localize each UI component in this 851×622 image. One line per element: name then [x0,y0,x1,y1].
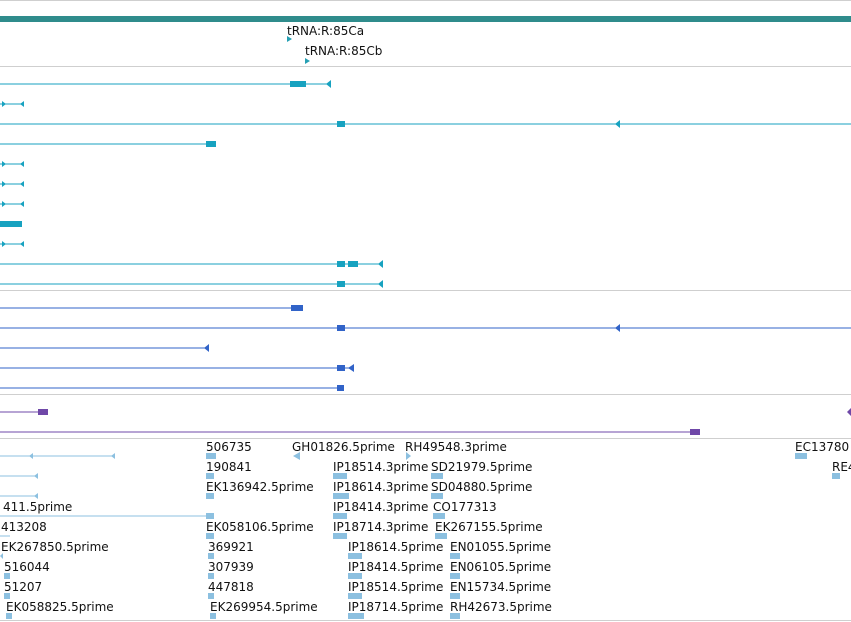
est-label[interactable]: 307939 [208,560,254,574]
est-label[interactable]: EK136942.5prime [206,480,314,494]
est-label[interactable]: 411.5prime [3,500,73,514]
est-label[interactable]: CO177313 [433,500,497,514]
est-label[interactable]: 506735 [206,440,252,454]
track-divider-1 [0,66,851,67]
est-label[interactable]: EN15734.5prime [450,580,552,594]
est-label[interactable]: IP18514.3prime [333,460,429,474]
est-label[interactable]: EK058825.5prime [6,600,114,614]
est-label[interactable]: EK267155.5prime [435,520,543,534]
est-label[interactable]: 190841 [206,460,252,474]
trna-label-1[interactable]: tRNA:R:85Ca [287,24,365,38]
trna-arrow-2 [305,58,310,64]
est-label[interactable]: 369921 [208,540,254,554]
est-glyphs [0,452,840,619]
est-label[interactable]: 51207 [4,580,43,594]
scale-bar [0,16,851,22]
track-divider-4 [0,438,851,439]
est-label[interactable]: 516044 [4,560,50,574]
est-track: 506735 GH01826.5prime RH49548.3prime EC1… [0,438,851,620]
trna-arrow-1 [287,36,292,42]
bottom-divider [0,620,851,621]
est-label[interactable]: IP18714.5prime [348,600,444,614]
transcript-group-b [0,305,851,391]
est-label[interactable]: EK058106.5prime [206,520,314,534]
transcript-group-c [0,408,851,435]
transcript-group-a [0,80,851,288]
est-label[interactable]: EK269954.5prime [210,600,318,614]
est-label[interactable]: GH01826.5prime [292,440,395,454]
est-label[interactable]: IP18614.3prime [333,480,429,494]
est-label[interactable]: SD04880.5prime [431,480,533,494]
trna-label-2[interactable]: tRNA:R:85Cb [305,44,383,58]
est-label[interactable]: RH42673.5prime [450,600,552,614]
est-label[interactable]: RH49548.3prime [405,440,507,454]
est-label[interactable]: SD21979.5prime [431,460,533,474]
track-divider-2 [0,290,851,291]
est-label[interactable]: IP18714.3prime [333,520,429,534]
trna-track: tRNA:R:85Ca tRNA:R:85Cb [0,22,851,66]
est-label[interactable]: IP18614.5prime [348,540,444,554]
track-divider-3 [0,394,851,395]
est-label[interactable]: IP18514.5prime [348,580,444,594]
est-label[interactable]: EN01055.5prime [450,540,552,554]
est-label[interactable]: EC13780 [795,440,850,454]
est-label[interactable]: IP18414.3prime [333,500,429,514]
est-label[interactable]: EN06105.5prime [450,560,552,574]
est-label[interactable]: 447818 [208,580,254,594]
est-label[interactable]: 413208 [1,520,47,534]
est-label[interactable]: RE4 [832,460,851,474]
top-divider [0,0,851,1]
est-label[interactable]: IP18414.5prime [348,560,444,574]
est-label[interactable]: EK267850.5prime [1,540,109,554]
